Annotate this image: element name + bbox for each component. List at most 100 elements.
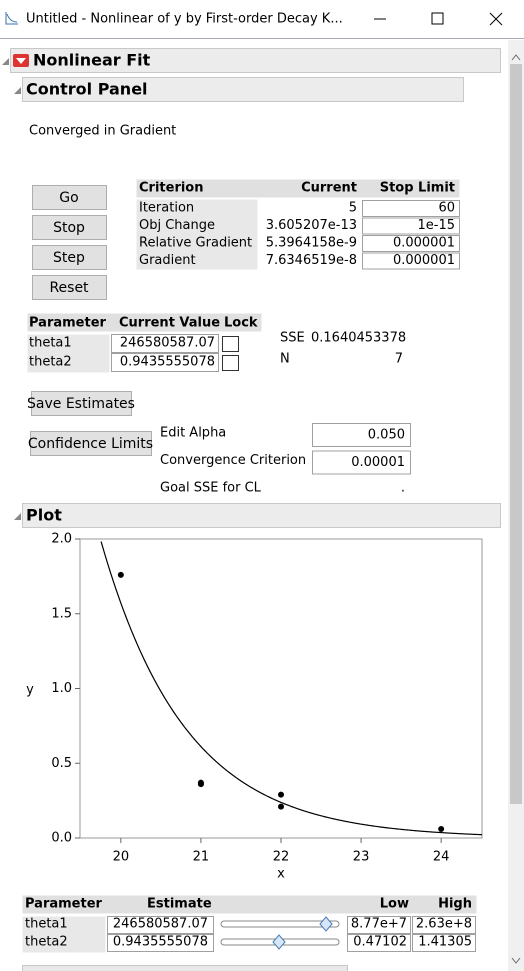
parameter-column-header: Lock — [224, 316, 258, 331]
control-panel-header — [22, 77, 464, 102]
estimate-name: theta2 — [25, 935, 68, 950]
window-title: Untitled - Nonlinear of y by First-order… — [26, 12, 343, 27]
estimates-column-header: Low — [380, 897, 409, 912]
lock-checkbox[interactable] — [222, 336, 239, 352]
option-value: 0.00001 — [351, 455, 405, 470]
parameter-name: theta2 — [29, 355, 72, 370]
option-input[interactable] — [312, 450, 411, 475]
estimate-input[interactable] — [107, 916, 214, 934]
criterion-cell: 5 — [349, 201, 357, 216]
y-tick-label: 1.0 — [51, 681, 72, 696]
estimates-label-col — [22, 916, 106, 953]
control-button-label: Go — [59, 190, 78, 206]
slider-knob[interactable] — [272, 934, 286, 950]
estimate-low: 8.77e+7 — [351, 917, 407, 932]
current-value-input[interactable] — [111, 334, 219, 353]
criterion-header — [136, 179, 460, 198]
criterion-cell: 0.000001 — [393, 236, 455, 251]
criterion-cell: 60 — [438, 201, 455, 216]
parameter-name: theta1 — [29, 336, 72, 351]
high-input[interactable] — [412, 934, 476, 952]
disclosure-icon[interactable] — [2, 58, 9, 65]
fit-curve — [100, 541, 483, 836]
criterion-column-header: Current — [301, 181, 357, 196]
disclosure-icon[interactable] — [14, 513, 21, 520]
parameter-column-header: Parameter — [29, 316, 107, 331]
criterion-cell: Obj Change — [139, 218, 215, 233]
parameter-column-header: Current Value — [119, 316, 220, 331]
control-button-label: Step — [53, 250, 85, 266]
nonlinear-fit-header-title: Nonlinear Fit — [33, 51, 151, 70]
point — [117, 571, 124, 578]
point — [197, 781, 204, 788]
control-button[interactable] — [32, 185, 107, 210]
stop-limit-input[interactable] — [362, 217, 460, 235]
confidence-limits-button[interactable] — [30, 431, 152, 456]
point — [438, 826, 445, 833]
estimates-header — [22, 895, 477, 914]
stop-limit-input[interactable] — [362, 252, 460, 270]
parameter-value: 246580587.07 — [120, 336, 215, 351]
criterion-cell: 7.6346519e-8 — [266, 253, 357, 268]
option-label: Convergence Criterion — [160, 453, 306, 468]
criterion-cell: 0.000001 — [393, 253, 455, 268]
criterion-label-col — [136, 199, 258, 270]
criterion-cell: Iteration — [139, 201, 194, 216]
control-button-label: Stop — [53, 220, 85, 236]
n-value: 7 — [395, 352, 403, 367]
criterion-cell: Relative Gradient — [139, 236, 252, 251]
criterion-column-header: Criterion — [139, 181, 204, 196]
low-input[interactable] — [347, 934, 411, 952]
x-tick-label: 22 — [273, 850, 290, 865]
control-button[interactable] — [32, 245, 107, 270]
disclosure-icon[interactable] — [14, 87, 21, 94]
status: Converged in Gradient — [29, 124, 176, 139]
slider-knob[interactable] — [319, 916, 333, 932]
slider-track[interactable] — [220, 920, 340, 928]
option-label: Edit Alpha — [160, 426, 226, 441]
confidence-limits-button-label: Confidence Limits — [28, 436, 153, 452]
close-button[interactable] — [489, 12, 503, 26]
x-tick-label: 21 — [193, 850, 210, 865]
control-button[interactable] — [32, 275, 107, 300]
criterion-cell: 3.605207e-13 — [266, 218, 357, 233]
stop-limit-input[interactable] — [362, 200, 460, 217]
estimate-value: 246580587.07 — [113, 917, 208, 932]
maximize-button[interactable] — [431, 12, 444, 25]
sse-label: SSE — [280, 331, 305, 346]
lock-checkbox[interactable] — [222, 355, 239, 371]
plot-header — [22, 503, 501, 528]
control-button[interactable] — [32, 215, 107, 240]
menu-arrow — [16, 58, 26, 64]
y-tick-label: 0.0 — [51, 831, 72, 846]
criterion-cell: 1e-15 — [417, 218, 455, 233]
estimate-input[interactable] — [107, 934, 214, 952]
criterion-cell: 5.3964158e-9 — [266, 236, 357, 251]
estimate-low: 0.47102 — [353, 935, 407, 950]
scroll-up[interactable] — [511, 54, 521, 61]
scroll-thumb[interactable] — [510, 64, 522, 804]
estimate-high: 1.41305 — [418, 935, 472, 950]
scroll-down[interactable] — [511, 957, 521, 964]
point — [278, 791, 284, 798]
current-value-input[interactable] — [111, 353, 219, 372]
control-button-label: Reset — [49, 280, 89, 296]
x-tick-label: 23 — [353, 850, 370, 865]
x-axis-label: x — [277, 867, 285, 882]
y-tick-label: 2.0 — [51, 532, 72, 547]
y-axis-label: y — [26, 683, 34, 698]
save-estimates-button-label: Save Estimates — [27, 396, 135, 412]
low-input[interactable] — [347, 916, 411, 934]
estimates-column-header: Parameter — [25, 897, 103, 912]
control-panel-header-title: Control Panel — [26, 80, 148, 99]
high-input[interactable] — [412, 916, 476, 934]
criterion-cell: Gradient — [139, 253, 196, 268]
estimates-column-header: Estimate — [147, 897, 212, 912]
option-input[interactable] — [312, 423, 411, 447]
y-tick-label: 1.5 — [51, 606, 72, 621]
stop-limit-input[interactable] — [362, 235, 460, 252]
bottom-bar — [22, 965, 348, 971]
app-icon — [5, 12, 18, 25]
save-estimates-button[interactable] — [31, 391, 132, 416]
